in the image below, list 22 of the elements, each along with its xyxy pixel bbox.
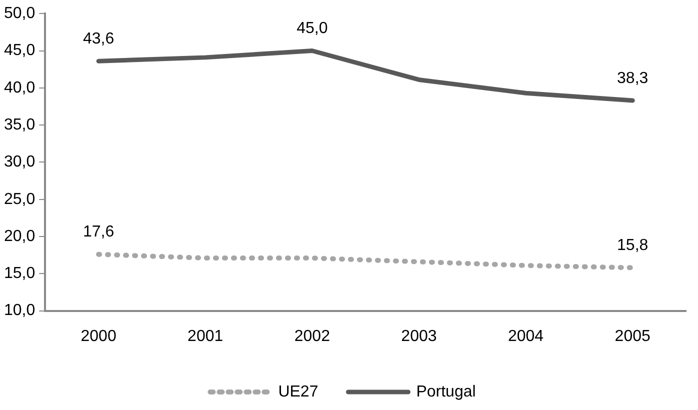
x-tick-label: 2001 (188, 328, 224, 345)
data-label: 17,6 (82, 224, 114, 241)
y-tick-label: 45,0 (4, 42, 36, 60)
y-tick-label: 50,0 (4, 5, 36, 22)
y-tick-label: 30,0 (4, 154, 36, 171)
x-tick-label: 2005 (614, 328, 650, 345)
y-tick-label: 35,0 (4, 116, 36, 134)
data-label: 45,0 (296, 20, 328, 38)
y-tick-label: 10,0 (4, 302, 36, 320)
legend-label: Portugal (416, 383, 476, 400)
y-tick-label: 40,0 (4, 79, 36, 96)
x-tick-label: 2003 (401, 328, 437, 345)
y-tick-label: 20,0 (4, 228, 36, 245)
data-label: 43,6 (82, 30, 114, 48)
y-tick-label: 25,0 (4, 190, 36, 208)
legend-label: UE27 (278, 383, 318, 400)
x-tick-label: 2004 (508, 328, 544, 345)
x-tick-label: 2000 (80, 328, 116, 345)
x-tick-label: 2002 (294, 328, 330, 345)
data-label: 15,8 (617, 237, 648, 254)
data-label: 38,3 (617, 70, 648, 87)
y-tick-label: 15,0 (4, 265, 36, 282)
